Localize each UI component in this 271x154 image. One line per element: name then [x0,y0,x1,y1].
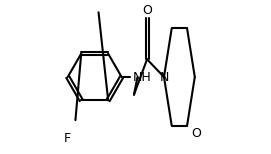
Text: O: O [142,4,152,16]
Text: NH: NH [133,71,151,83]
Text: F: F [63,132,70,145]
Text: N: N [159,71,169,83]
Text: O: O [191,128,201,140]
